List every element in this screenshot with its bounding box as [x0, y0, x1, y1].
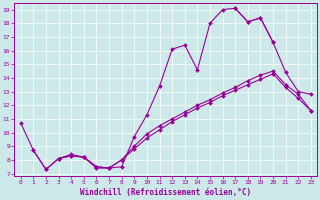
X-axis label: Windchill (Refroidissement éolien,°C): Windchill (Refroidissement éolien,°C) [80, 188, 252, 197]
